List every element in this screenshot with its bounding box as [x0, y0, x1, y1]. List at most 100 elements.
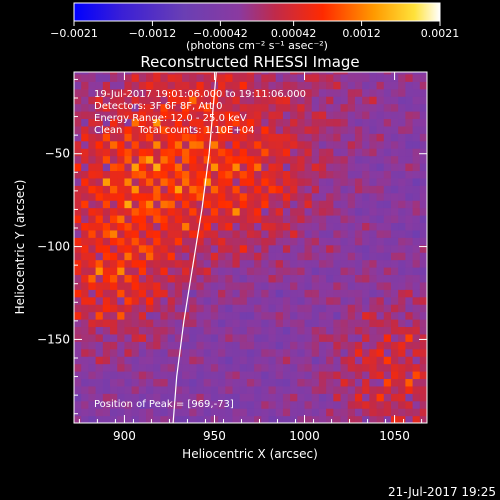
heatmap-cell: [74, 356, 82, 365]
heatmap-cell: [239, 177, 248, 186]
heatmap-cell: [311, 72, 320, 75]
heatmap-cell: [304, 281, 313, 290]
heatmap-cell: [124, 356, 133, 365]
heatmap-cell: [88, 319, 97, 328]
heatmap-cell: [419, 341, 427, 350]
heatmap-cell: [398, 72, 406, 75]
heatmap-cell: [232, 170, 241, 179]
heatmap-cell: [81, 304, 90, 313]
heatmap-cell: [124, 385, 133, 394]
heatmap-cell: [160, 155, 169, 164]
heatmap-cell: [419, 170, 427, 179]
heatmap-cell: [268, 125, 277, 134]
heatmap-cell: [268, 177, 277, 186]
heatmap-cell: [340, 133, 349, 142]
heatmap-cell: [290, 415, 298, 423]
heatmap-cell: [246, 244, 255, 253]
heatmap-cell: [131, 415, 140, 423]
heatmap-cell: [131, 252, 140, 261]
heatmap-cell: [95, 237, 104, 246]
heatmap-cell: [318, 133, 327, 142]
heatmap-cell: [189, 244, 198, 253]
heatmap-cell: [419, 118, 427, 127]
heatmap-cell: [275, 363, 284, 372]
heatmap-cell: [138, 356, 147, 365]
heatmap-cell: [347, 252, 356, 261]
heatmap-cell: [203, 118, 212, 127]
heatmap-cell: [81, 222, 90, 231]
heatmap-cell: [153, 200, 162, 209]
heatmap-cell: [210, 207, 219, 216]
heatmap-cell: [146, 103, 154, 112]
heatmap-cell: [297, 341, 306, 350]
heatmap-cell: [88, 103, 97, 112]
heatmap-cell: [131, 207, 140, 216]
heatmap-cell: [131, 363, 140, 372]
heatmap-cell: [88, 229, 97, 238]
heatmap-cell: [124, 72, 133, 75]
heatmap-cell: [218, 163, 226, 172]
heatmap-cell: [254, 185, 262, 194]
heatmap-cell: [182, 177, 190, 186]
heatmap-cell: [304, 304, 313, 313]
heatmap-cell: [117, 81, 126, 90]
heatmap-cell: [88, 378, 97, 387]
heatmap-cell: [311, 200, 320, 209]
heatmap-cell: [261, 81, 270, 90]
heatmap-cell: [153, 177, 162, 186]
heatmap-cell: [290, 155, 298, 164]
heatmap-cell: [189, 133, 198, 142]
heatmap-cell: [153, 393, 162, 402]
heatmap-cell: [95, 140, 104, 149]
heatmap-cell: [261, 103, 270, 112]
heatmap-cell: [203, 259, 212, 268]
heatmap-cell: [405, 237, 414, 246]
heatmap-cell: [124, 177, 133, 186]
heatmap-cell: [369, 259, 378, 268]
footer-timestamp: 21-Jul-2017 19:25: [388, 485, 496, 499]
heatmap-cell: [153, 192, 162, 201]
heatmap-cell: [196, 229, 205, 238]
heatmap-cell: [254, 415, 262, 423]
heatmap-cell: [239, 259, 248, 268]
heatmap-cell: [398, 192, 406, 201]
heatmap-cell: [239, 311, 248, 320]
heatmap-cell: [153, 140, 162, 149]
heatmap-cell: [95, 363, 104, 372]
heatmap-cell: [311, 88, 320, 97]
heatmap-cell: [117, 148, 126, 157]
heatmap-cell: [347, 393, 356, 402]
heatmap-cell: [290, 111, 298, 120]
heatmap-cell: [239, 96, 248, 105]
heatmap-cell: [131, 326, 140, 335]
heatmap-cell: [383, 185, 392, 194]
heatmap-cell: [398, 296, 406, 305]
heatmap-cell: [398, 200, 406, 209]
heatmap-cell: [362, 311, 370, 320]
heatmap-cell: [275, 237, 284, 246]
heatmap-cell: [218, 155, 226, 164]
heatmap-cell: [412, 96, 421, 105]
heatmap-cell: [362, 400, 370, 409]
heatmap-cell: [203, 363, 212, 372]
heatmap-cell: [362, 170, 370, 179]
heatmap-cell: [297, 88, 306, 97]
heatmap-cell: [304, 252, 313, 261]
heatmap-cell: [131, 304, 140, 313]
heatmap-cell: [88, 111, 97, 120]
heatmap-cell: [138, 103, 147, 112]
heatmap-cell: [297, 393, 306, 402]
heatmap-cell: [110, 252, 118, 261]
heatmap-cell: [340, 296, 349, 305]
heatmap-cell: [261, 118, 270, 127]
heatmap-cell: [74, 163, 82, 172]
heatmap-cell: [117, 378, 126, 387]
heatmap-cell: [117, 88, 126, 97]
heatmap-cell: [405, 185, 414, 194]
heatmap-cell: [160, 192, 169, 201]
heatmap-cell: [225, 348, 234, 357]
heatmap-cell: [347, 385, 356, 394]
heatmap-cell: [210, 155, 219, 164]
heatmap-cell: [261, 125, 270, 134]
heatmap-cell: [405, 148, 414, 157]
